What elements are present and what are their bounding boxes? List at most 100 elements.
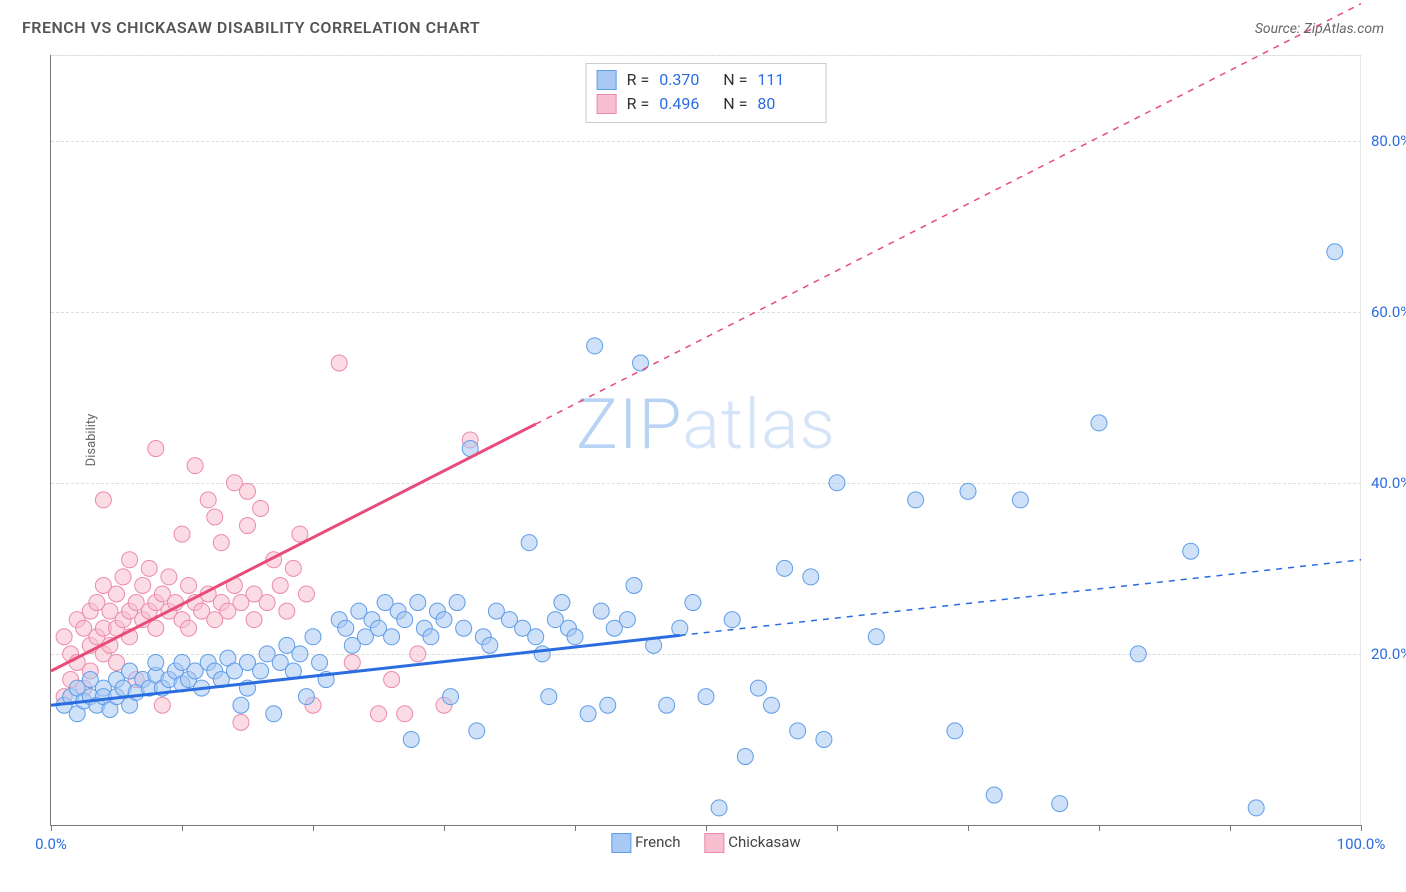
- data-point: [174, 526, 190, 542]
- data-point: [253, 663, 269, 679]
- data-point: [600, 697, 616, 713]
- data-point: [338, 620, 354, 636]
- y-tick-label: 60.0%: [1371, 303, 1406, 321]
- data-point: [443, 689, 459, 705]
- data-point: [659, 697, 675, 713]
- data-point: [541, 689, 557, 705]
- data-point: [554, 595, 570, 611]
- data-point: [181, 620, 197, 636]
- data-point: [240, 518, 256, 534]
- data-point: [207, 509, 223, 525]
- legend-series: French Chickasaw: [611, 833, 800, 853]
- data-point: [135, 577, 151, 593]
- source-attribution: Source: ZipAtlas.com: [1255, 21, 1384, 37]
- data-point: [181, 577, 197, 593]
- data-point: [423, 629, 439, 645]
- data-point: [1130, 646, 1146, 662]
- data-point: [56, 629, 72, 645]
- data-point: [764, 697, 780, 713]
- data-point: [240, 483, 256, 499]
- data-point: [305, 629, 321, 645]
- data-point: [672, 620, 688, 636]
- legend-item: French: [611, 833, 680, 853]
- data-point: [253, 500, 269, 516]
- data-point: [200, 492, 216, 508]
- data-point: [521, 535, 537, 551]
- data-point: [580, 706, 596, 722]
- data-point: [233, 714, 249, 730]
- data-point: [148, 654, 164, 670]
- data-point: [711, 800, 727, 816]
- data-point: [1052, 796, 1068, 812]
- plot-area: Disability ZIPatlas 20.0%40.0%60.0%80.0%…: [50, 55, 1361, 826]
- data-point: [593, 603, 609, 619]
- data-point: [947, 723, 963, 739]
- data-point: [803, 569, 819, 585]
- data-point: [777, 560, 793, 576]
- data-point: [449, 595, 465, 611]
- x-tick-label: 100.0%: [1337, 835, 1386, 853]
- data-point: [410, 595, 426, 611]
- legend-stat-row: R = 0.496N = 80: [597, 92, 812, 116]
- data-point: [233, 697, 249, 713]
- data-point: [331, 355, 347, 371]
- data-point: [528, 629, 544, 645]
- data-point: [279, 603, 295, 619]
- data-point: [908, 492, 924, 508]
- data-point: [436, 612, 452, 628]
- data-point: [122, 552, 138, 568]
- data-point: [397, 706, 413, 722]
- data-point: [829, 475, 845, 491]
- data-point: [187, 458, 203, 474]
- data-point: [298, 586, 314, 602]
- data-point: [109, 586, 125, 602]
- data-point: [960, 483, 976, 499]
- data-point: [266, 706, 282, 722]
- legend-stat-row: R = 0.370N = 111: [597, 68, 812, 92]
- data-point: [403, 731, 419, 747]
- data-point: [587, 338, 603, 354]
- data-point: [1183, 543, 1199, 559]
- y-tick-label: 40.0%: [1371, 474, 1406, 492]
- data-point: [626, 577, 642, 593]
- legend-item: Chickasaw: [704, 833, 800, 853]
- data-point: [469, 723, 485, 739]
- data-point: [384, 629, 400, 645]
- data-point: [1012, 492, 1028, 508]
- data-point: [1091, 415, 1107, 431]
- data-point: [141, 560, 157, 576]
- data-point: [737, 749, 753, 765]
- data-point: [619, 612, 635, 628]
- data-point: [115, 569, 131, 585]
- data-point: [1248, 800, 1264, 816]
- data-point: [298, 689, 314, 705]
- data-point: [397, 612, 413, 628]
- data-point: [148, 620, 164, 636]
- x-tick-label: 0.0%: [35, 835, 67, 853]
- data-point: [213, 535, 229, 551]
- chart-title: FRENCH VS CHICKASAW DISABILITY CORRELATI…: [22, 18, 480, 37]
- data-point: [685, 595, 701, 611]
- legend-stats-box: R = 0.370N = 111R = 0.496N = 80: [586, 63, 827, 123]
- scatter-svg: [51, 55, 1361, 825]
- data-point: [816, 731, 832, 747]
- data-point: [148, 441, 164, 457]
- data-point: [790, 723, 806, 739]
- data-point: [410, 646, 426, 662]
- y-tick-label: 20.0%: [1371, 645, 1406, 663]
- data-point: [154, 697, 170, 713]
- data-point: [272, 577, 288, 593]
- data-point: [534, 646, 550, 662]
- data-point: [95, 492, 111, 508]
- data-point: [724, 612, 740, 628]
- data-point: [246, 612, 262, 628]
- data-point: [567, 629, 583, 645]
- data-point: [456, 620, 472, 636]
- data-point: [868, 629, 884, 645]
- data-point: [292, 646, 308, 662]
- data-point: [344, 654, 360, 670]
- data-point: [986, 787, 1002, 803]
- data-point: [259, 595, 275, 611]
- data-point: [698, 689, 714, 705]
- data-point: [1327, 244, 1343, 260]
